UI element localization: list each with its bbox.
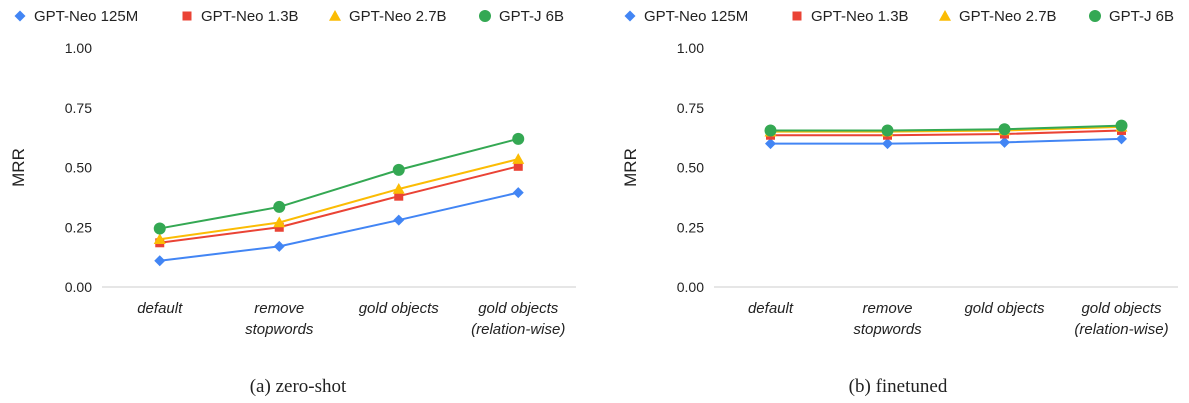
x-tick-label: gold objects (relation-wise) (471, 300, 565, 338)
series-triangle (153, 153, 525, 244)
series-line (159, 158, 519, 241)
x-tick-label: default (137, 300, 183, 317)
y-tick-label: 0.25 (677, 219, 704, 235)
x-tick-label: remove stopwords (245, 300, 314, 338)
data-point (1115, 119, 1128, 132)
x-tick-label: gold objects (359, 300, 440, 317)
y-tick-label: 1.00 (677, 40, 704, 56)
data-point (1116, 133, 1127, 145)
data-point (512, 132, 525, 145)
legend-marker-triangle (329, 10, 341, 21)
data-point (882, 138, 893, 150)
legend-label: GPT-Neo 1.3B (811, 8, 909, 25)
y-axis-label: MRR (9, 148, 28, 187)
data-point (512, 187, 524, 199)
legend-label: GPT-Neo 2.7B (349, 8, 447, 25)
data-point (764, 124, 777, 137)
legend-marker-square (182, 11, 192, 21)
y-tick-label: 0.00 (677, 279, 704, 295)
x-tick-label: default (748, 300, 794, 317)
data-point (765, 138, 776, 150)
data-point (881, 124, 894, 137)
data-point (153, 222, 166, 235)
data-point (392, 183, 405, 194)
x-tick-label: gold objects (relation-wise) (1074, 300, 1168, 338)
y-tick-label: 0.50 (677, 160, 704, 176)
legend: GPT-Neo 125M GPT-Neo 1.3B GPT-Neo 2.7B GPT-… (624, 8, 1174, 25)
legend-marker-circle (1089, 10, 1101, 22)
data-point (392, 163, 405, 176)
chart-caption: (a) zero-shot (250, 376, 347, 397)
x-tick-label: remove stopwords (853, 300, 922, 338)
series-line (159, 137, 519, 230)
legend-marker-triangle (939, 10, 951, 21)
legend-marker-diamond (624, 10, 636, 22)
data-point (513, 161, 523, 171)
y-tick-label: 0.75 (677, 100, 704, 116)
legend-label: GPT-J 6B (499, 8, 564, 25)
series-circle (764, 119, 1128, 137)
data-point (512, 153, 525, 164)
chart-panel-1: GPT-Neo 125M GPT-Neo 1.3B GPT-Neo 2.7B GPT-… (621, 8, 1178, 397)
y-tick-label: 1.00 (65, 40, 92, 56)
legend-label: GPT-Neo 125M (34, 8, 138, 25)
legend-marker-square (792, 11, 802, 21)
legend-label: GPT-J 6B (1109, 8, 1174, 25)
legend: GPT-Neo 125M GPT-Neo 1.3B GPT-Neo 2.7B GPT-… (14, 8, 564, 25)
legend-label: GPT-Neo 2.7B (959, 8, 1057, 25)
series-line (770, 125, 1122, 133)
chart-caption: (b) finetuned (849, 376, 948, 397)
y-tick-label: 0.50 (65, 160, 92, 176)
series-line (159, 165, 519, 244)
series-line (770, 137, 1122, 145)
series-diamond (765, 133, 1127, 150)
chart-panel-0: GPT-Neo 125M GPT-Neo 1.3B GPT-Neo 2.7B GPT-… (9, 8, 576, 397)
data-point (153, 233, 166, 244)
x-tick-label: gold objects (964, 300, 1045, 317)
data-point (998, 123, 1011, 136)
data-point (273, 200, 286, 213)
data-point (273, 216, 286, 228)
series-line (770, 124, 1122, 132)
data-point (394, 191, 404, 201)
legend-label: GPT-Neo 1.3B (201, 8, 299, 25)
series-line (770, 129, 1122, 137)
legend-marker-diamond (14, 10, 26, 22)
data-point (393, 214, 405, 226)
series-diamond (154, 187, 524, 267)
y-tick-label: 0.00 (65, 279, 92, 295)
legend-label: GPT-Neo 125M (644, 8, 748, 25)
y-tick-label: 0.75 (65, 100, 92, 116)
series-line (159, 191, 519, 262)
legend-marker-circle (479, 10, 491, 22)
y-axis-label: MRR (621, 148, 640, 187)
data-point (999, 136, 1010, 148)
data-point (273, 240, 285, 252)
series-circle (153, 132, 525, 235)
data-point (154, 255, 166, 267)
y-tick-label: 0.25 (65, 219, 92, 235)
